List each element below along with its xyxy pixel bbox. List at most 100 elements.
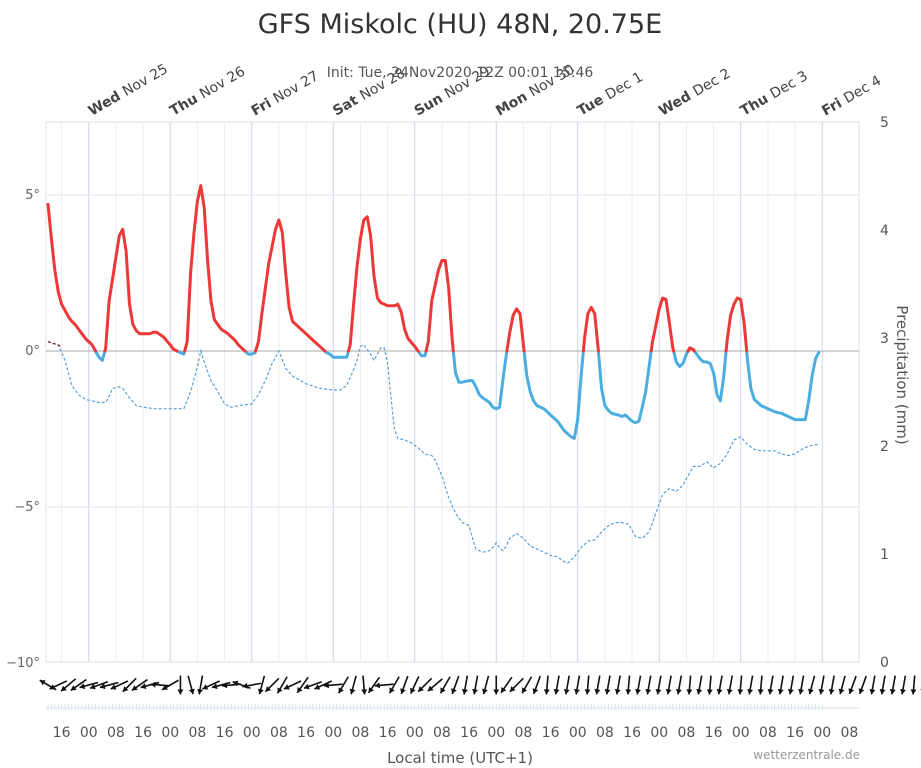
day-label-weekday: Wed bbox=[86, 86, 128, 120]
wind-barb-head bbox=[737, 689, 744, 695]
wind-barb bbox=[665, 675, 672, 695]
wind-barb-head bbox=[361, 689, 368, 695]
x-tick-label: 16 bbox=[53, 725, 71, 741]
wind-barbs bbox=[39, 675, 921, 695]
wind-barb-head bbox=[349, 688, 356, 695]
x-tick-label: 00 bbox=[324, 725, 342, 741]
x-tick-label: 00 bbox=[161, 725, 179, 741]
x-tick-label: 00 bbox=[243, 725, 261, 741]
wind-barb-head bbox=[49, 684, 56, 690]
wind-barb bbox=[110, 680, 129, 690]
wind-barb bbox=[439, 676, 451, 694]
y-left-tick-label: 5° bbox=[25, 188, 40, 203]
y-right-axis-label: Precipitation (mm) bbox=[893, 305, 911, 444]
wind-barb-head bbox=[131, 685, 138, 691]
wind-barb bbox=[543, 675, 550, 695]
wind-barb-head bbox=[197, 688, 203, 695]
wind-barb-head bbox=[858, 688, 865, 694]
wind-barb bbox=[49, 680, 68, 690]
wind-barb-head bbox=[675, 688, 682, 695]
chart-subtitle: Init: Tue, 24Nov2020 12Z 00:01 15:46 bbox=[327, 65, 594, 81]
wind-barb bbox=[900, 675, 907, 695]
wind-barb bbox=[509, 677, 524, 693]
wind-barb bbox=[747, 675, 754, 695]
wind-barb-head bbox=[451, 688, 457, 694]
wind-barb-head bbox=[410, 687, 416, 694]
wind-barb bbox=[675, 675, 683, 695]
wind-barb bbox=[818, 675, 825, 695]
wind-barb-head bbox=[140, 683, 147, 690]
wind-barb-head bbox=[283, 684, 290, 690]
wind-barb-head bbox=[798, 688, 804, 695]
day-label-date: Nov 27 bbox=[271, 68, 322, 107]
wind-barb bbox=[177, 675, 184, 695]
x-tick-label: 08 bbox=[677, 725, 695, 741]
x-tick-label: 16 bbox=[460, 725, 478, 741]
wind-barb-head bbox=[614, 688, 621, 695]
wind-barb-head bbox=[553, 688, 560, 695]
x-tick-label: 08 bbox=[107, 725, 125, 741]
wind-barb-head bbox=[767, 688, 774, 695]
wind-barb bbox=[202, 680, 220, 690]
plot-grid bbox=[45, 121, 860, 663]
wind-barb-head bbox=[584, 689, 591, 695]
wind-barb-head bbox=[303, 683, 310, 690]
wind-barb bbox=[757, 675, 764, 695]
wind-barb bbox=[706, 675, 713, 695]
wind-barb-head bbox=[277, 687, 283, 694]
x-tick-label: 08 bbox=[840, 725, 858, 741]
wind-barb-head bbox=[848, 688, 855, 694]
wind-barb-head bbox=[221, 682, 228, 689]
wind-barb-head bbox=[543, 689, 550, 695]
day-label: Fri Dec 4 bbox=[819, 73, 884, 120]
x-tick-label: 16 bbox=[297, 725, 315, 741]
day-label: Wed Nov 25 bbox=[86, 61, 171, 119]
day-label: Wed Dec 2 bbox=[656, 66, 733, 120]
wind-barb bbox=[89, 680, 109, 690]
x-tick-label: 16 bbox=[134, 725, 152, 741]
dewpoint-series bbox=[47, 341, 819, 564]
wind-barb bbox=[187, 675, 195, 695]
wind-barb-head bbox=[61, 685, 67, 692]
wind-barb-head bbox=[314, 684, 321, 690]
day-label-date: Dec 2 bbox=[690, 66, 733, 100]
wind-barb bbox=[828, 675, 835, 695]
wind-barb bbox=[686, 675, 693, 695]
wind-barb bbox=[314, 680, 333, 690]
wind-barb bbox=[131, 678, 148, 692]
x-tick-label: 08 bbox=[270, 725, 288, 741]
wind-barb-head bbox=[162, 684, 168, 690]
wind-barb-head bbox=[777, 688, 784, 695]
day-label: Thu Dec 3 bbox=[738, 68, 811, 119]
x-tick-label: 00 bbox=[732, 725, 750, 741]
wind-barb bbox=[472, 675, 479, 695]
wind-barb-head bbox=[889, 688, 896, 695]
wind-barb bbox=[367, 676, 381, 694]
wind-barb-head bbox=[563, 688, 570, 695]
wind-barb-head bbox=[869, 688, 876, 695]
x-tick-label: 08 bbox=[759, 725, 777, 741]
plot-frame bbox=[45, 121, 860, 663]
wind-barb-head bbox=[297, 687, 303, 693]
wind-barb bbox=[242, 682, 262, 689]
wind-barb bbox=[374, 682, 394, 689]
wind-barb-head bbox=[696, 688, 703, 695]
wind-barb-head bbox=[900, 688, 906, 695]
wind-barb-head bbox=[122, 686, 129, 692]
y-right-tick-label: 5 bbox=[880, 115, 889, 131]
x-tick-label: 08 bbox=[514, 725, 532, 741]
wind-barb bbox=[521, 676, 533, 694]
day-label-date: Dec 4 bbox=[841, 73, 884, 107]
dewpoint-line bbox=[47, 341, 819, 564]
wind-barb-head bbox=[808, 688, 814, 695]
wind-barb bbox=[848, 675, 857, 695]
wind-barb-head bbox=[110, 684, 117, 690]
x-tick-label: 00 bbox=[487, 725, 505, 741]
wind-barb-head bbox=[482, 688, 488, 695]
wind-barb bbox=[451, 675, 460, 695]
wind-barb-head bbox=[177, 689, 184, 695]
wind-barb bbox=[645, 675, 652, 695]
wind-barb-head bbox=[757, 689, 764, 695]
x-tick-label: 16 bbox=[216, 725, 234, 741]
